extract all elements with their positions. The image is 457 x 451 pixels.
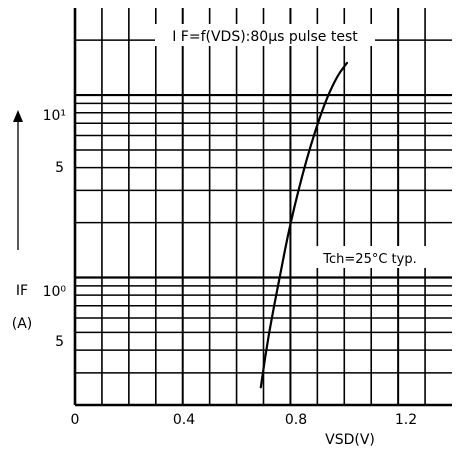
x-axis-label: VSD(V)	[325, 432, 375, 448]
plot-frame	[73, 8, 452, 407]
grid	[75, 8, 452, 405]
y-tick-label: 5	[55, 160, 64, 176]
chart-title: I F=f(VDS):80µs pulse test	[172, 29, 358, 45]
x-tick-label: 1.2	[395, 412, 417, 428]
y-axis-unit: (A)	[12, 316, 33, 332]
annotation-box	[305, 246, 433, 268]
annotation-label: Tch=25°C typ.	[322, 252, 416, 267]
x-tick-label: 0	[71, 412, 80, 428]
series-line	[259, 61, 349, 389]
y-tick-label: 5	[55, 334, 64, 350]
y-tick-label: 10¹	[43, 108, 66, 124]
y-axis-symbol: IF	[16, 283, 28, 299]
y-tick-label: 10⁰	[43, 284, 67, 300]
series-layer	[259, 61, 349, 389]
y-axis-arrow-head	[13, 110, 23, 122]
title-box	[155, 24, 375, 46]
x-tick-label: 0.4	[173, 412, 195, 428]
x-tick-label: 0.8	[285, 412, 307, 428]
